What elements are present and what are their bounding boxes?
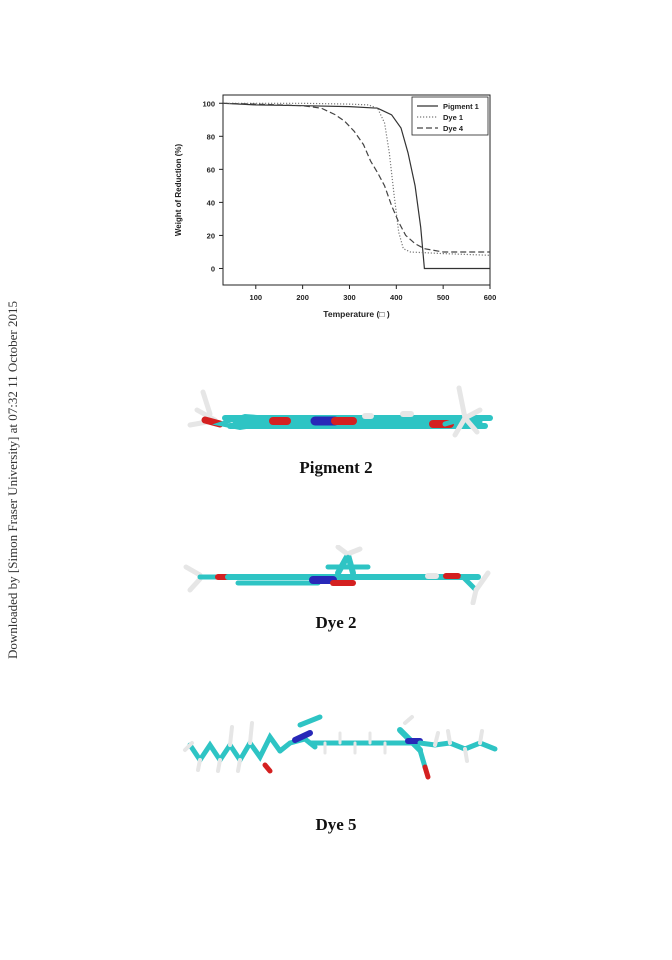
y-tick-label: 60 xyxy=(207,165,215,174)
caption-pigment-2: Pigment 2 xyxy=(299,458,373,477)
series-line-0 xyxy=(222,102,490,270)
plot-frame xyxy=(222,94,491,286)
caption-dye-5: Dye 5 xyxy=(315,815,357,834)
y-tick-label: 80 xyxy=(207,132,215,141)
dye-2-molecule xyxy=(183,545,491,605)
x-tick-label: 400 xyxy=(390,293,403,302)
legend-box xyxy=(411,96,489,136)
tga-chart: 100 200 300 400 500 600 0 20 40 60 80 100 Temperatur… xyxy=(174,94,497,319)
x-axis-label: Temperature (□ ) xyxy=(323,309,390,319)
legend-label-1: Dye 1 xyxy=(443,113,463,122)
series-line-2 xyxy=(222,102,490,253)
legend-label-0: Pigment 1 xyxy=(443,102,479,111)
y-axis-label: Weight of Reduction (%) xyxy=(174,144,183,237)
watermark-text: Downloaded by [Simon Fraser University] … xyxy=(5,300,20,660)
x-tick-label: 500 xyxy=(437,293,450,302)
x-tick-label: 300 xyxy=(343,293,356,302)
y-tick-label: 40 xyxy=(207,198,215,207)
y-tick-label: 100 xyxy=(202,99,215,108)
caption-dye-2: Dye 2 xyxy=(315,613,357,632)
x-tick-label: 100 xyxy=(250,293,263,302)
pigment-2-molecule xyxy=(187,385,493,438)
legend-label-2: Dye 4 xyxy=(443,124,464,133)
dye-5-molecule xyxy=(183,714,498,780)
x-tick-label: 600 xyxy=(484,293,497,302)
y-tick-label: 20 xyxy=(207,231,215,240)
x-tick-label: 200 xyxy=(296,293,309,302)
series-line-1 xyxy=(223,102,491,256)
y-tick-label: 0 xyxy=(211,264,215,273)
